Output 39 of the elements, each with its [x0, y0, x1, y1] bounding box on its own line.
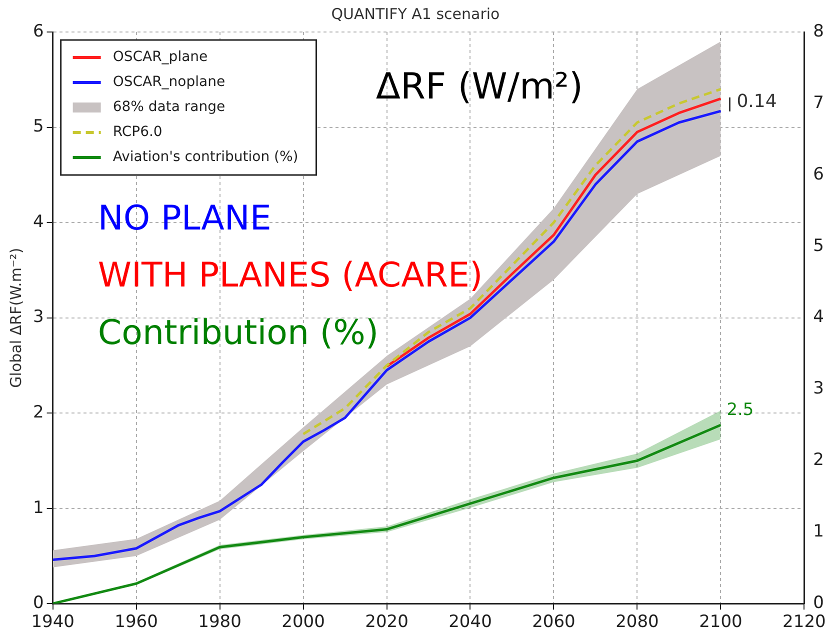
x-tick-label: 2100: [699, 612, 742, 632]
annotation: WITH PLANES (ACARE): [98, 256, 483, 296]
y-tick-label: 4: [32, 212, 44, 232]
y2-tick-label: 0: [813, 593, 824, 614]
x-tick-label: 2120: [782, 612, 826, 632]
y-tick-label: 2: [32, 402, 44, 422]
x-tick-label: 2040: [448, 612, 492, 632]
x-tick-label: 1940: [31, 612, 74, 632]
y-tick-label: 6: [32, 21, 44, 42]
annotation: ΔRF (W/m²): [376, 66, 584, 108]
legend-label: 68% data range: [112, 99, 226, 116]
y-tick-label: 1: [32, 498, 44, 518]
x-tick-label: 1980: [198, 612, 242, 632]
y-tick-label: 3: [32, 307, 44, 328]
y2-tick-label: 2: [813, 450, 824, 470]
y-tick-label: 0: [32, 593, 44, 614]
annotation: NO PLANE: [98, 198, 272, 238]
y2-tick-label: 5: [813, 236, 824, 256]
annotation: 0.14: [736, 91, 777, 112]
y-tick-label: 5: [32, 116, 44, 137]
y2-tick-label: 6: [813, 164, 824, 184]
x-tick-label: 2080: [616, 612, 659, 632]
y-axis-title: Global ΔRF(W.m⁻²): [6, 248, 25, 388]
annotation: Contribution (%): [98, 312, 379, 353]
y2-tick-label: 3: [813, 378, 824, 399]
legend-label: RCP6.0: [112, 124, 162, 140]
y2-tick-label: 1: [813, 522, 824, 542]
legend-label: Aviation's contribution (%): [112, 149, 298, 166]
data-label: 2.5: [726, 400, 754, 420]
chart-title: QUANTIFY A1 scenario: [331, 4, 500, 23]
x-tick-label: 2000: [282, 612, 325, 632]
x-tick-label: 2020: [365, 612, 408, 632]
y2-tick-label: 8: [813, 21, 824, 42]
legend-label: OSCAR_plane: [112, 49, 208, 66]
x-tick-label: 2060: [532, 612, 576, 632]
legend-label: OSCAR_noplane: [112, 74, 226, 90]
x-tick-label: 1960: [114, 612, 158, 632]
y2-tick-label: 7: [813, 92, 824, 113]
y2-tick-label: 4: [813, 307, 824, 328]
